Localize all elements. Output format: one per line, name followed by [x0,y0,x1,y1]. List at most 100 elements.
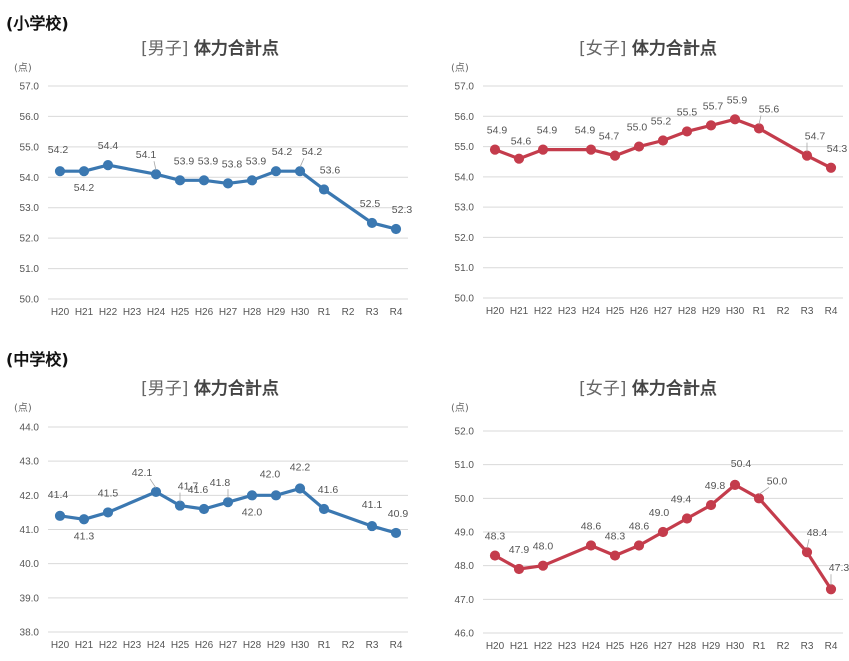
data-point [174,175,186,186]
data-label: 54.2 [74,182,95,194]
x-tick-label: H26 [630,306,649,317]
y-tick-label: 56.0 [455,112,475,123]
chart-title: [男子] 体力合計点 [141,378,279,399]
data-label: 55.0 [627,122,648,134]
data-label: 55.6 [759,103,780,115]
data-point [825,162,837,173]
data-label: 49.4 [671,494,692,506]
y-tick-label: 43.0 [20,457,40,468]
data-point [801,150,813,161]
x-tick-label: H24 [147,640,166,651]
x-tick-label: R1 [753,306,766,317]
y-tick-label: 56.0 [20,112,40,123]
x-tick-label: R4 [390,307,403,318]
y-tick-label: 51.0 [20,264,40,275]
x-tick-label: R1 [318,307,331,318]
section-title-elementary: (小学校) [6,14,69,33]
x-tick-label: H22 [99,307,118,318]
x-tick-label: H29 [267,640,286,651]
y-tick-label: 57.0 [20,82,40,93]
chart-title: [女子] 体力合計点 [579,378,717,399]
data-point [174,500,186,511]
chart-title-bracket: [男子] [141,379,194,399]
data-label: 54.7 [599,131,620,143]
x-tick-label: R4 [390,640,403,651]
x-tick-label: H28 [243,307,262,318]
data-point [681,126,693,137]
x-tick-label: R1 [318,640,331,651]
x-tick-label: H28 [243,640,262,651]
y-tick-label: 53.0 [20,203,40,214]
chart-title-bracket: [女子] [579,379,632,399]
x-tick-label: H25 [171,307,190,318]
data-label-leader [758,487,770,495]
x-tick-label: R4 [825,641,838,652]
x-tick-label: H22 [534,306,553,317]
data-label: 41.7 [178,481,199,493]
data-point [609,150,621,161]
data-point [366,520,378,532]
data-label: 54.9 [487,125,508,137]
data-point [198,503,210,515]
x-tick-label: H20 [486,306,505,317]
data-point [390,527,402,539]
data-point [753,123,765,134]
y-tick-label: 53.0 [455,203,475,214]
data-point [609,550,621,561]
data-label: 54.9 [575,125,596,137]
data-label: 55.2 [651,116,672,128]
y-tick-label: 42.0 [20,491,40,502]
data-point [390,223,402,235]
x-tick-label: R2 [777,641,790,652]
x-tick-label: R4 [825,306,838,317]
y-tick-label: 49.0 [455,528,475,539]
x-tick-label: H25 [171,640,190,651]
x-tick-label: H22 [99,640,118,651]
data-label: 54.4 [98,140,119,152]
data-label: 53.8 [222,158,243,170]
data-label: 48.3 [605,531,626,543]
data-label: 47.3 [829,562,849,574]
y-tick-label: 52.0 [455,427,475,438]
data-point [294,166,306,177]
data-label: 48.0 [533,541,554,553]
data-label: 42.1 [132,467,153,479]
y-tick-label: 38.0 [20,628,40,639]
chart-title: [男子] 体力合計点 [141,38,279,59]
data-point [102,507,114,518]
x-tick-label: H29 [702,306,721,317]
x-tick-label: H28 [678,306,697,317]
data-label: 53.9 [246,155,267,167]
x-tick-label: H23 [123,307,142,318]
x-tick-label: H24 [147,307,166,318]
x-tick-label: R3 [366,307,379,318]
x-tick-label: H26 [195,640,214,651]
data-point [585,540,597,551]
data-label-leader [806,539,810,549]
y-tick-label: 54.0 [20,173,40,184]
x-tick-label: H21 [75,640,94,651]
y-tick-label: 54.0 [455,172,475,183]
data-label: 47.9 [509,544,530,556]
chart-elementary-girls: [女子] 体力合計点 (点) 50.0 51.0 52.0 53.0 54.0 55.0 56.… [451,38,847,317]
y-tick-label: 55.0 [20,142,40,153]
x-tick-label: H26 [630,641,649,652]
data-point [150,169,162,180]
data-label: 53.9 [198,155,219,167]
data-label: 53.6 [320,164,341,176]
data-point [537,560,549,571]
data-label: 55.5 [677,106,698,118]
data-point [585,144,597,155]
data-label: 55.7 [703,100,724,112]
x-tick-label: H27 [654,306,673,317]
y-tick-label: 50.0 [455,294,475,305]
data-label: 42.0 [260,468,281,480]
y-tick-label: 50.0 [455,494,475,505]
data-point [513,563,525,575]
x-tick-label: H30 [291,307,310,318]
chart-junior-high-boys: [男子] 体力合計点 (点) 38.0 39.0 40.0 41.0 42.0 43.0 44.… [14,378,408,651]
data-label: 41.6 [188,484,209,496]
chart-title-main: 体力合計点 [194,378,279,399]
data-label: 48.3 [485,531,506,543]
data-point [489,144,501,155]
